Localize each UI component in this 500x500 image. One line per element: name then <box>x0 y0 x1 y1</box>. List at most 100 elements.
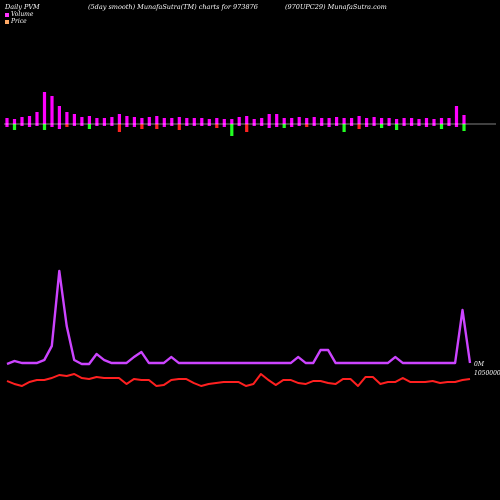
volume-bar <box>162 118 166 124</box>
delivery-bar <box>132 124 136 127</box>
delivery-bar <box>237 124 241 126</box>
delivery-bar <box>297 124 301 126</box>
delivery-bar <box>192 124 196 126</box>
volume-bar <box>20 117 24 124</box>
delivery-bar <box>20 124 24 126</box>
volume-bar <box>312 117 316 124</box>
volume-bar <box>215 118 219 124</box>
volume-bar <box>380 118 384 124</box>
volume-bar <box>222 119 226 124</box>
volume-bar <box>252 119 256 124</box>
delivery-bar <box>215 124 219 128</box>
delivery-bar <box>80 124 84 126</box>
volume-bar <box>365 118 369 124</box>
legend-volume-label: Volume <box>11 11 34 18</box>
volume-bar <box>177 117 181 124</box>
delivery-bar <box>380 124 384 128</box>
volume-bar <box>87 116 91 124</box>
volume-bar <box>327 118 331 124</box>
delivery-bar <box>282 124 286 128</box>
delivery-bar <box>342 124 346 132</box>
delivery-bar <box>350 124 354 126</box>
volume-bar <box>27 116 32 124</box>
volume-bar <box>447 118 451 124</box>
delivery-bar <box>117 124 121 132</box>
volume-bar <box>80 117 84 124</box>
volume-bar <box>275 114 279 124</box>
delivery-bar <box>320 124 324 126</box>
legend-volume: Volume <box>5 11 33 18</box>
delivery-bar <box>447 124 451 126</box>
volume-bars <box>5 92 466 136</box>
volume-bar <box>395 119 399 124</box>
delivery-bar <box>252 124 256 126</box>
delivery-bar <box>125 124 129 127</box>
delivery-bar <box>312 124 316 126</box>
volume-bar <box>57 106 61 124</box>
legend-price: Price <box>5 18 27 25</box>
delivery-bar <box>35 124 39 126</box>
volume-bar <box>350 118 354 124</box>
volume-bar <box>155 116 159 124</box>
legend-volume-swatch <box>5 12 9 17</box>
chart-header-left: Daily PVM <box>5 3 40 11</box>
delivery-bar <box>65 124 69 127</box>
delivery-bar <box>5 124 9 127</box>
delivery-bar <box>155 124 159 129</box>
delivery-bar <box>417 124 421 126</box>
delivery-bar <box>372 124 376 126</box>
volume-bar <box>305 118 309 124</box>
delivery-bar <box>462 124 466 131</box>
delivery-bar <box>12 124 17 130</box>
chart-header-title: (5day smooth) MunafaSutra(TM) charts for… <box>88 3 258 11</box>
volume-bar <box>320 118 324 124</box>
volume-bar <box>102 118 106 124</box>
volume-bar <box>95 118 99 124</box>
volume-bar <box>50 96 54 124</box>
volume-bar <box>110 117 114 124</box>
legend-price-swatch <box>5 19 9 24</box>
volume-bar <box>35 112 39 124</box>
delivery-bar <box>42 124 47 130</box>
volume-line <box>6 269 472 366</box>
volume-bar <box>297 117 301 124</box>
volume-bar <box>282 118 286 124</box>
delivery-bar <box>454 124 459 127</box>
volume-bar <box>462 115 466 124</box>
volume-bar <box>454 106 459 124</box>
delivery-bar <box>222 124 226 127</box>
volume-bar <box>65 112 69 124</box>
delivery-bar <box>305 124 309 127</box>
volume-bar <box>387 118 391 124</box>
delivery-bar <box>162 124 166 127</box>
delivery-bar <box>335 124 339 126</box>
delivery-bar <box>27 124 32 127</box>
volume-bar <box>200 118 204 124</box>
volume-bar <box>230 119 234 124</box>
delivery-bar <box>50 124 54 127</box>
volume-bar <box>342 118 346 124</box>
volume-bar <box>132 117 136 124</box>
delivery-bar <box>387 124 391 126</box>
volume-axis-label: 0M <box>474 361 485 368</box>
delivery-bar <box>230 124 234 136</box>
delivery-bar <box>260 124 264 126</box>
delivery-bar <box>245 124 249 132</box>
volume-bar <box>147 117 151 124</box>
delivery-bar <box>185 124 189 126</box>
volume-bar <box>402 118 406 124</box>
delivery-bar <box>110 124 114 126</box>
volume-bar <box>140 118 144 124</box>
delivery-bar <box>410 124 414 126</box>
delivery-bar <box>275 124 279 127</box>
delivery-bar <box>57 124 61 129</box>
volume-bar <box>245 116 249 124</box>
volume-bar <box>290 118 294 124</box>
delivery-bar <box>170 124 174 126</box>
volume-bar <box>207 119 211 124</box>
delivery-bar <box>147 124 151 126</box>
delivery-bar <box>439 124 444 129</box>
volume-bar <box>72 114 76 124</box>
delivery-bar <box>402 124 406 126</box>
volume-bar <box>410 118 414 124</box>
